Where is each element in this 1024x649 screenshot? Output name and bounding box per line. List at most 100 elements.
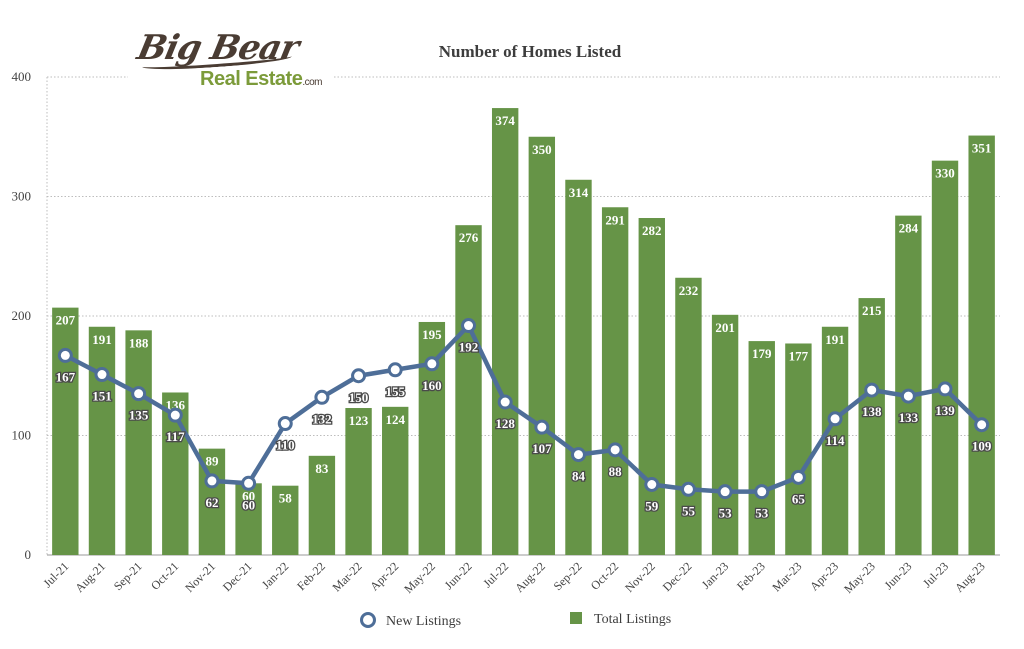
x-tick-label: Nov-22 [622, 559, 658, 595]
line-point-Nov-21 [204, 473, 220, 489]
line-label: 84 [572, 469, 586, 484]
line-label: 150 [349, 390, 369, 405]
line-label: 151 [92, 389, 112, 404]
x-axis-ticks: Jul-21 Aug-21 Sep-21 Oct-21 Nov-21 Dec-21 Jan-… [40, 559, 987, 596]
y-tick-label: 100 [12, 428, 32, 443]
x-tick-label: Jul-23 [920, 559, 951, 590]
bar-label: 330 [935, 166, 955, 181]
company-logo: Big Bear Real Estate.com [128, 28, 333, 102]
bar-label: 58 [279, 491, 293, 506]
bar-Dec-22 [675, 277, 702, 555]
line-label: 132 [312, 411, 332, 426]
legend-bar-marker [570, 612, 582, 624]
x-tick-label: Oct-22 [588, 559, 621, 592]
line-point-Aug-23 [974, 417, 990, 433]
bar-Sep-21 [125, 330, 152, 555]
x-tick-label: Mar-22 [330, 559, 365, 594]
bar-Aug-23 [968, 135, 995, 555]
line-label: 128 [495, 416, 515, 431]
bar-label: 351 [972, 141, 992, 156]
bar-Mar-23 [785, 343, 812, 555]
line-label: 114 [826, 433, 845, 448]
bar-label: 188 [129, 335, 149, 350]
line-point-Dec-22 [680, 481, 696, 497]
bar-data-labels: 207 191 188 136 89 60 58 83 123 124 195 276 374 350 31… [56, 113, 992, 506]
bar-label: 207 [56, 313, 76, 328]
bar-Jul-23 [931, 160, 959, 555]
legend-label-total-listings: Total Listings [594, 612, 672, 627]
bar-label: 374 [495, 113, 515, 128]
bar-Apr-23 [821, 326, 849, 555]
line-label: 59 [645, 498, 659, 513]
x-tick-label: Sep-22 [551, 559, 585, 593]
legend-line-marker [360, 612, 376, 628]
logo-sub-text: Real Estate [200, 68, 303, 90]
line-label: 167 [56, 369, 76, 384]
line-point-Feb-23 [754, 484, 770, 500]
bar-label: 350 [532, 142, 552, 157]
line-point-May-23 [864, 382, 880, 398]
y-tick-label: 200 [12, 308, 32, 323]
bar-Nov-22 [638, 218, 665, 555]
x-tick-label: Jun-22 [442, 559, 475, 592]
bar-Jan-23 [711, 314, 739, 555]
x-tick-label: Oct-21 [148, 559, 181, 592]
bar-Aug-21 [88, 326, 116, 555]
x-tick-label: May-22 [401, 559, 438, 596]
y-tick-label: 400 [12, 69, 32, 84]
line-point-May-22 [424, 356, 440, 372]
line-point-Jul-22 [497, 394, 513, 410]
line-point-Oct-22 [607, 442, 623, 458]
line-point-Feb-22 [314, 389, 330, 405]
line-point-Dec-21 [241, 475, 257, 491]
bar-Mar-22 [345, 408, 372, 555]
bar-label: 276 [459, 230, 479, 245]
x-tick-label: Dec-21 [220, 559, 255, 594]
bar-May-23 [858, 298, 885, 555]
line-point-Apr-22 [387, 362, 403, 378]
line-point-Jan-22 [277, 416, 293, 432]
line-label: 133 [899, 410, 919, 425]
line-label: 192 [459, 340, 479, 355]
y-tick-label: 300 [12, 189, 32, 204]
bar-series-total-listings [52, 108, 995, 555]
line-point-Jul-21 [57, 347, 73, 363]
legend-item-total-listings: Total Listings [570, 612, 671, 628]
bar-Aug-22 [528, 136, 556, 555]
line-label: 60 [242, 497, 255, 512]
line-label: 107 [532, 441, 552, 456]
line-label: 138 [862, 404, 882, 419]
line-point-Mar-23 [790, 469, 806, 485]
x-tick-label: May-23 [841, 559, 878, 596]
bar-label: 83 [315, 461, 329, 476]
bar-label: 284 [899, 221, 919, 236]
line-point-Mar-22 [351, 368, 367, 384]
bar-label: 232 [679, 283, 699, 298]
bar-Feb-22 [308, 455, 336, 555]
bar-label: 201 [715, 320, 735, 335]
bar-Apr-22 [382, 406, 409, 555]
line-label: 110 [276, 438, 295, 453]
x-tick-label: Jun-23 [881, 559, 914, 592]
line-label: 53 [719, 506, 733, 521]
bar-Jun-23 [895, 215, 922, 555]
line-label: 160 [422, 378, 442, 393]
bar-label: 179 [752, 346, 772, 361]
x-tick-label: Dec-22 [660, 559, 695, 594]
x-tick-label: Jan-22 [259, 559, 292, 592]
line-point-Apr-23 [827, 411, 843, 427]
bar-Oct-22 [601, 207, 629, 555]
x-tick-label: Jan-23 [699, 559, 732, 592]
line-point-Aug-22 [534, 419, 550, 435]
line-point-Jun-23 [900, 388, 916, 404]
bar-label: 136 [166, 397, 186, 412]
bar-label: 123 [349, 413, 369, 428]
x-tick-label: Aug-23 [952, 559, 988, 595]
x-tick-label: Aug-22 [512, 559, 548, 595]
x-tick-label: Mar-23 [769, 559, 804, 594]
bar-Jun-22 [455, 225, 482, 555]
gridlines [46, 76, 1000, 556]
line-label: 109 [972, 439, 992, 454]
line-label: 88 [609, 464, 623, 479]
x-tick-label: Nov-21 [182, 559, 218, 595]
